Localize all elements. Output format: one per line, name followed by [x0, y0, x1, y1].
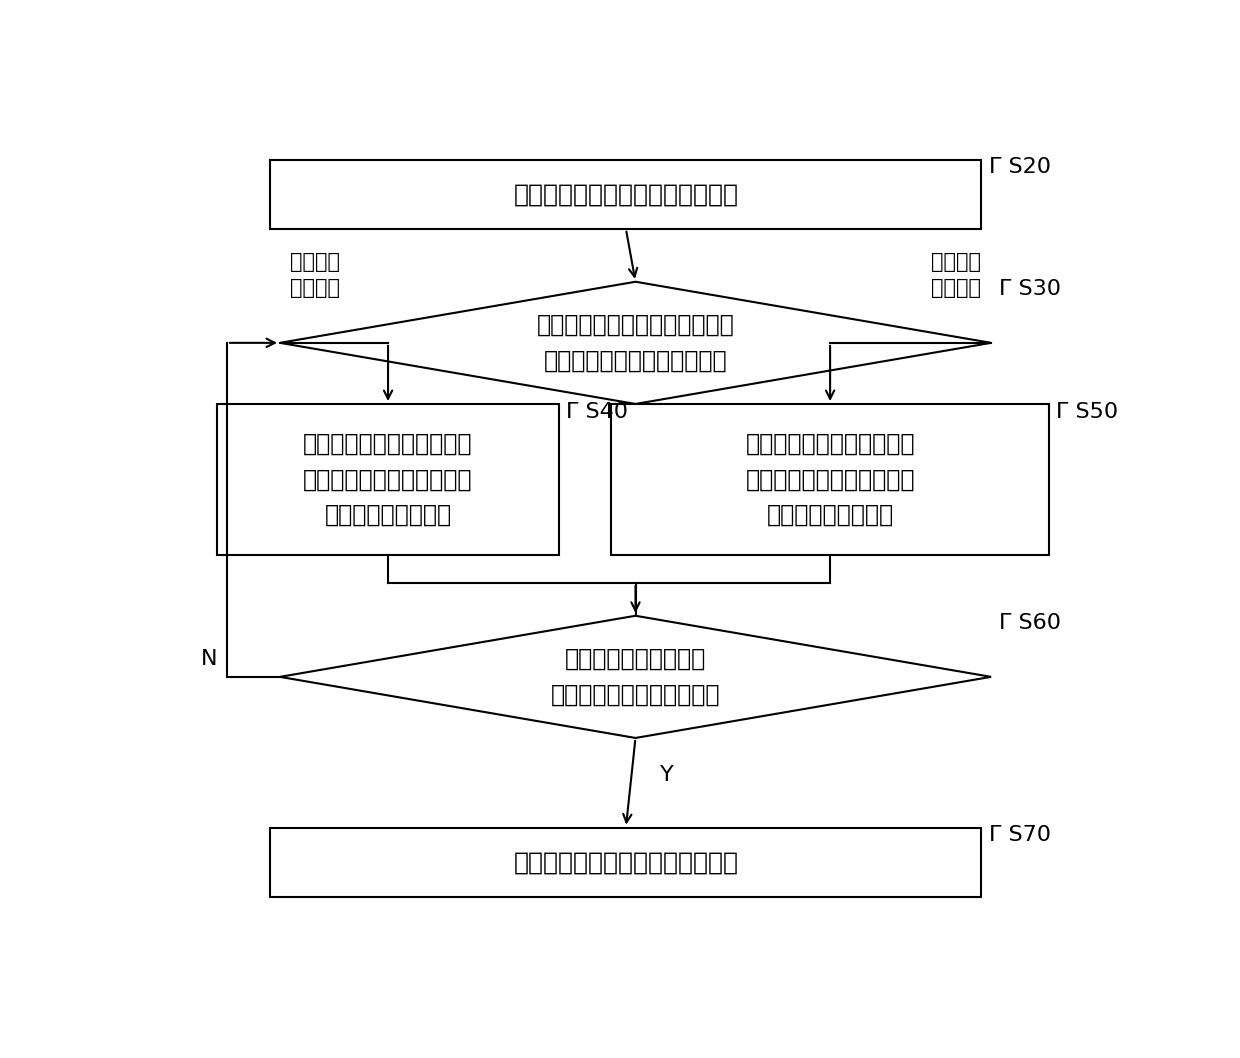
- Text: 对电池进行充电，并对电池
进行充电测试，直到电池电
量高于第一预设电量: 对电池进行充电，并对电池 进行充电测试，直到电池电 量高于第一预设电量: [745, 432, 915, 527]
- Bar: [217, 404, 558, 554]
- Text: Γ S40: Γ S40: [567, 401, 629, 421]
- Text: 对电池进行放电，并对电池
进行放电测试，直到电池电
量低于第二预设电量: 对电池进行放电，并对电池 进行放电测试，直到电池电 量低于第二预设电量: [304, 432, 472, 527]
- Text: Y: Y: [660, 765, 673, 785]
- Text: 则停止对所述电池进行充电和放电: 则停止对所述电池进行充电和放电: [513, 851, 738, 874]
- Text: Γ S20: Γ S20: [990, 157, 1052, 177]
- Text: 判断电池电量是否高于第一预设
电量或低于所述第二预设电量: 判断电池电量是否高于第一预设 电量或低于所述第二预设电量: [537, 313, 734, 372]
- Bar: [611, 404, 1049, 554]
- Text: Γ S70: Γ S70: [990, 825, 1052, 845]
- Polygon shape: [280, 616, 991, 738]
- Text: 在控制器中预先设置预设测试次数: 在控制器中预先设置预设测试次数: [513, 182, 738, 206]
- Polygon shape: [280, 281, 991, 404]
- Bar: [270, 160, 982, 229]
- Text: 低于第二
预设电量: 低于第二 预设电量: [931, 252, 982, 298]
- Text: Γ S60: Γ S60: [998, 614, 1060, 634]
- Text: 高于第一
预设电量: 高于第一 预设电量: [290, 252, 340, 298]
- Text: Γ S30: Γ S30: [998, 279, 1060, 299]
- Text: Γ S50: Γ S50: [1056, 401, 1118, 421]
- Text: 记录并判断充放电测试
次数是否达到预设测试次数: 记录并判断充放电测试 次数是否达到预设测试次数: [551, 647, 720, 707]
- Bar: [270, 827, 982, 897]
- Text: N: N: [201, 649, 217, 669]
